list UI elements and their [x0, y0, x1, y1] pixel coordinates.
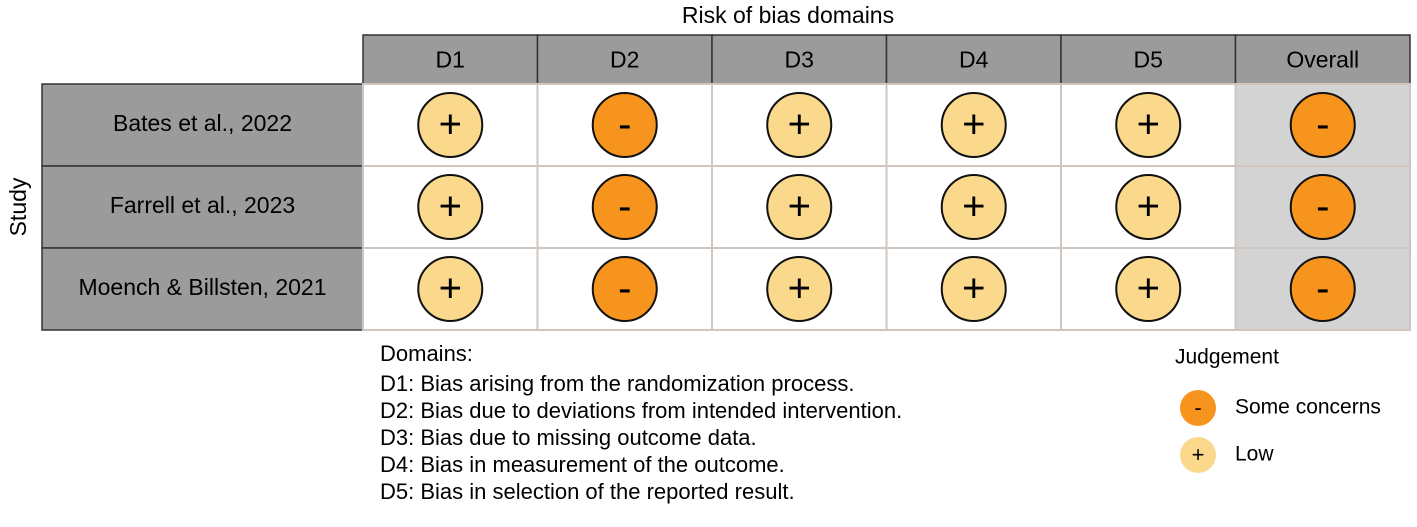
column-header: [1234, 34, 1411, 85]
column-header-label: D5: [1134, 47, 1163, 73]
domain-item: D5: Bias in selection of the reported re…: [380, 479, 795, 504]
judgement-symbol: -: [1316, 103, 1329, 147]
judgement-circle: [591, 92, 658, 158]
judgement-circle: [1115, 256, 1182, 322]
judgement-circle: [591, 174, 658, 240]
domain-item: D1: Bias arising from the randomization …: [380, 371, 854, 396]
legend-circle: [1180, 437, 1216, 473]
domain-item: D4: Bias in measurement of the outcome.: [380, 452, 785, 477]
judgement-circle: [1289, 256, 1356, 322]
judgement-symbol: +: [439, 103, 462, 147]
judgement-circle: [940, 174, 1007, 240]
column-header-label: D1: [436, 47, 465, 73]
domain-item: D2: Bias due to deviations from intended…: [380, 398, 902, 423]
judgement-symbol: +: [439, 185, 462, 229]
study-cell: [41, 165, 364, 249]
column-header: [711, 34, 888, 85]
judgement-circle: [766, 256, 833, 322]
domains-heading: Domains:: [380, 341, 473, 366]
judgement-symbol: +: [788, 267, 811, 311]
legend-label: Some concerns: [1235, 396, 1381, 419]
judgement-circle: [417, 174, 484, 240]
judgement-symbol: +: [788, 185, 811, 229]
column-header-label: D3: [785, 47, 814, 73]
judgement-symbol: -: [618, 267, 631, 311]
judgement-circle: [417, 92, 484, 158]
judgement-symbol: +: [962, 103, 985, 147]
judgement-circle: [940, 92, 1007, 158]
judgement-symbol: -: [618, 103, 631, 147]
legend-label: Low: [1235, 443, 1274, 466]
judgement-symbol: -: [618, 185, 631, 229]
study-label: Farrell et al., 2023: [110, 192, 295, 218]
column-header: [536, 34, 713, 85]
judgement-symbol: +: [962, 185, 985, 229]
legend-title: Judgement: [1175, 346, 1279, 369]
judgement-symbol: +: [962, 267, 985, 311]
judgement-circle: [1115, 92, 1182, 158]
judgement-circle: [417, 256, 484, 322]
y-label: Study: [5, 177, 31, 236]
study-label: Bates et al., 2022: [113, 110, 292, 136]
column-header-label: Overall: [1286, 47, 1359, 73]
judgement-symbol: +: [788, 103, 811, 147]
judgement-symbol: -: [1316, 185, 1329, 229]
column-header: [362, 34, 539, 85]
judgement-symbol: -: [1316, 267, 1329, 311]
title: Risk of bias domains: [682, 2, 894, 28]
judgement-circle: [766, 92, 833, 158]
study-cell: [41, 247, 364, 331]
judgement-symbol: +: [1137, 103, 1160, 147]
domain-item: D3: Bias due to missing outcome data.: [380, 425, 757, 450]
judgement-circle: [591, 256, 658, 322]
column-header-label: D4: [959, 47, 989, 73]
judgement-circle: [766, 174, 833, 240]
judgement-symbol: +: [439, 267, 462, 311]
judgement-circle: [1289, 174, 1356, 240]
judgement-circle: [1289, 92, 1356, 158]
column-header-label: D2: [610, 47, 639, 73]
judgement-symbol: +: [1137, 267, 1160, 311]
legend-circle: [1180, 390, 1216, 426]
study-label: Moench & Billsten, 2021: [78, 274, 326, 300]
judgement-symbol: +: [1137, 185, 1160, 229]
legend-symbol: -: [1194, 395, 1201, 420]
legend-symbol: +: [1192, 442, 1205, 467]
judgement-circle: [940, 256, 1007, 322]
judgement-circle: [1115, 174, 1182, 240]
